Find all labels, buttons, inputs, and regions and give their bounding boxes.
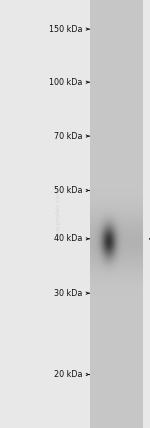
Text: 150 kDa: 150 kDa bbox=[49, 24, 82, 34]
Text: 100 kDa: 100 kDa bbox=[49, 77, 82, 87]
Text: 50 kDa: 50 kDa bbox=[54, 186, 82, 195]
Text: www.ptglab.com: www.ptglab.com bbox=[56, 188, 61, 240]
Bar bbox=[0, 0, 90, 428]
Text: 70 kDa: 70 kDa bbox=[54, 131, 82, 141]
Bar bbox=[142, 0, 150, 428]
Text: 20 kDa: 20 kDa bbox=[54, 370, 82, 379]
Text: 40 kDa: 40 kDa bbox=[54, 234, 82, 244]
Text: 30 kDa: 30 kDa bbox=[54, 288, 82, 298]
